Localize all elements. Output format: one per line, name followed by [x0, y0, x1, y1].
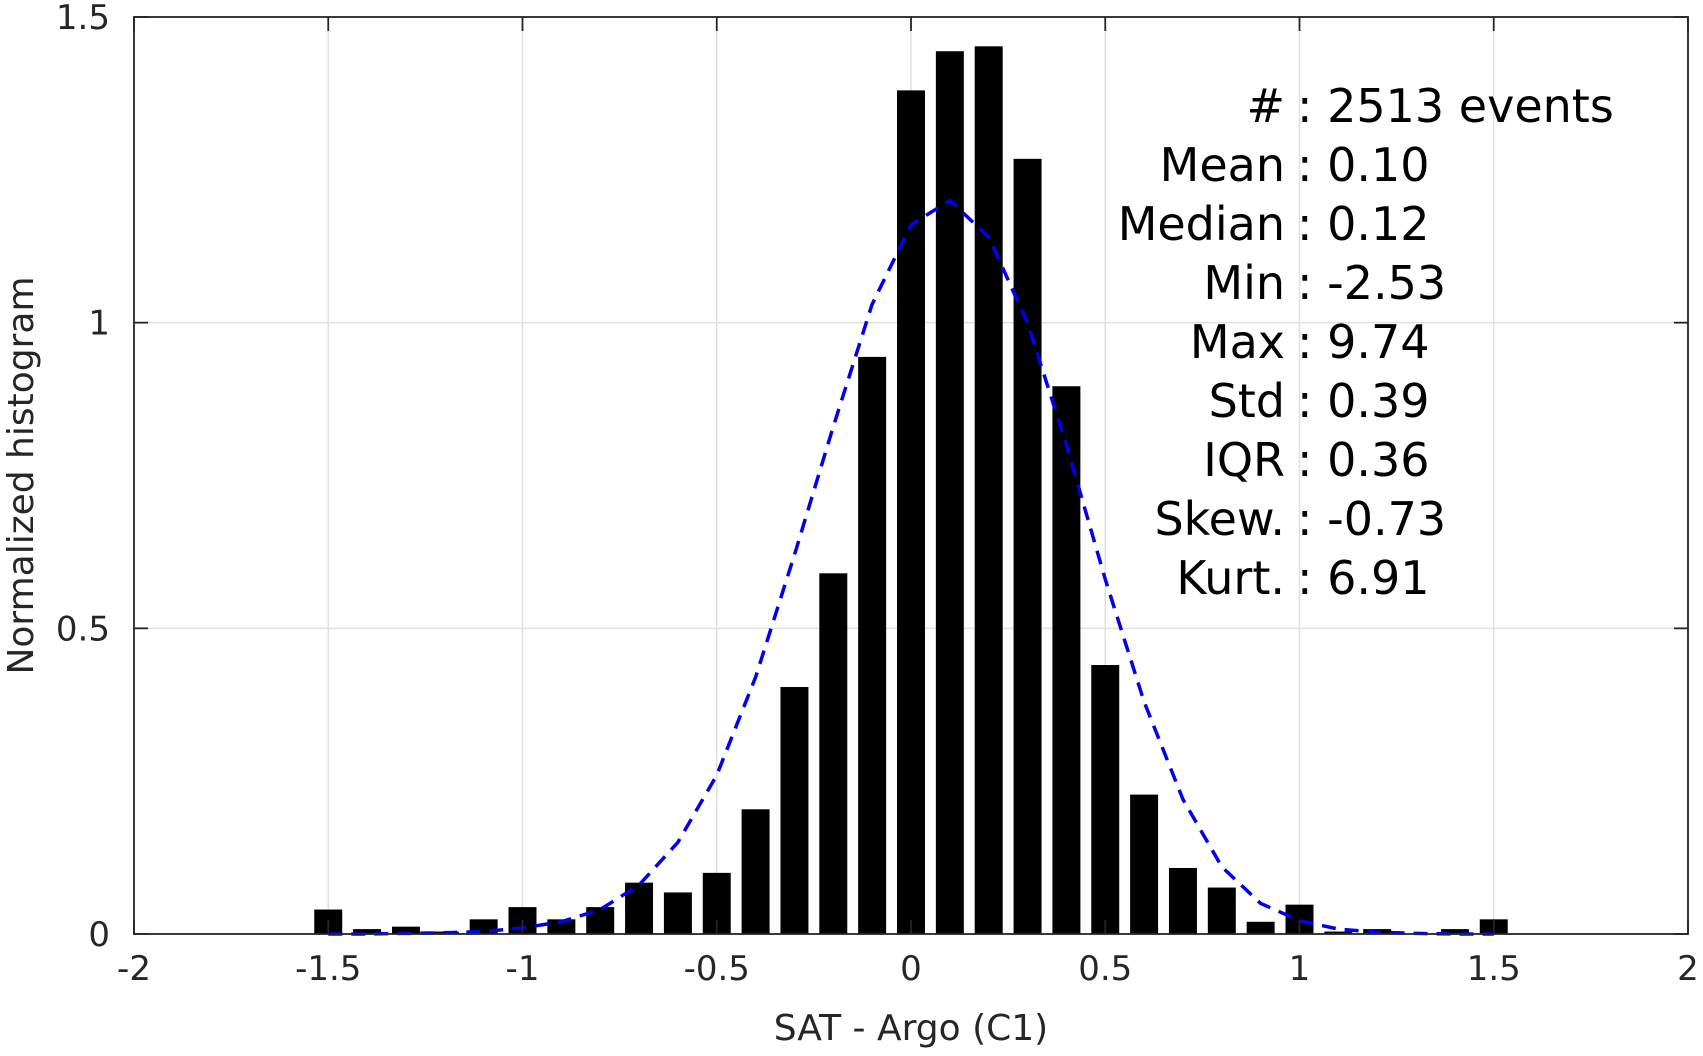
y-axis-title: Normalized histogram [1, 276, 42, 674]
x-tick-label: 1.5 [1467, 949, 1521, 989]
stat-label: # [1246, 79, 1285, 133]
histogram-bar [1168, 867, 1197, 934]
stat-value: : 2513 events [1297, 79, 1614, 133]
histogram-bar [1130, 794, 1159, 934]
histogram-bars [314, 46, 1508, 935]
axis-ticks [133, 16, 1689, 935]
stat-value: : 0.12 [1297, 197, 1430, 251]
y-tick-label: 0 [88, 915, 110, 955]
stat-label: Skew. [1154, 492, 1285, 546]
y-tick-label: 0.5 [56, 609, 110, 649]
histogram-bar [935, 51, 964, 934]
x-tick-label: 2 [1677, 949, 1699, 989]
histogram-bar [1324, 931, 1353, 934]
x-tick-label: 0 [900, 949, 922, 989]
histogram-bar [974, 46, 1003, 935]
y-tick-label: 1 [88, 304, 110, 344]
x-tick-label: -1.5 [295, 949, 361, 989]
histogram-bar [741, 809, 770, 934]
stat-value: : 0.10 [1297, 138, 1430, 192]
histogram-bar [1207, 887, 1236, 934]
histogram-bar [780, 687, 809, 934]
x-tick-label: 1 [1289, 949, 1311, 989]
histogram-bar [663, 892, 692, 934]
stat-value: : 0.36 [1297, 433, 1430, 487]
histogram-bar [897, 90, 925, 935]
histogram-bar [1246, 921, 1275, 934]
x-tick-label: 0.5 [1078, 949, 1132, 989]
stat-value: : 0.39 [1297, 374, 1430, 428]
x-axis-title: SAT - Argo (C1) [774, 1008, 1048, 1049]
histogram-bar [858, 356, 887, 934]
histogram-bar [353, 929, 382, 934]
histogram-bar [1013, 158, 1042, 934]
stat-value: : 6.91 [1297, 551, 1430, 605]
stat-label: Min [1203, 256, 1285, 310]
histogram-bar [1052, 386, 1081, 934]
histogram-bar [819, 573, 848, 934]
x-tick-label: -0.5 [684, 949, 750, 989]
tick-labels: -2 -1.5 -1 -0.5 0 0.5 1 1.5 2 0 0.5 1 1.5 [56, 0, 1699, 989]
stat-value: : -2.53 [1297, 256, 1446, 310]
stat-value: : 9.74 [1297, 315, 1430, 369]
stat-label: Median [1118, 197, 1285, 251]
stat-label: Mean [1160, 138, 1285, 192]
histogram-bar [547, 919, 576, 934]
stat-label: IQR [1203, 433, 1285, 487]
x-tick-label: -2 [117, 949, 151, 989]
x-tick-label: -1 [506, 949, 540, 989]
stat-label: Kurt. [1176, 551, 1285, 605]
stat-label: Max [1190, 315, 1285, 369]
y-tick-label: 1.5 [56, 0, 110, 38]
histogram-bar [1091, 665, 1120, 934]
histogram-bar [1440, 929, 1469, 934]
stat-value: : -0.73 [1297, 492, 1446, 546]
histogram-bar [391, 926, 420, 934]
stat-label: Std [1209, 374, 1285, 428]
